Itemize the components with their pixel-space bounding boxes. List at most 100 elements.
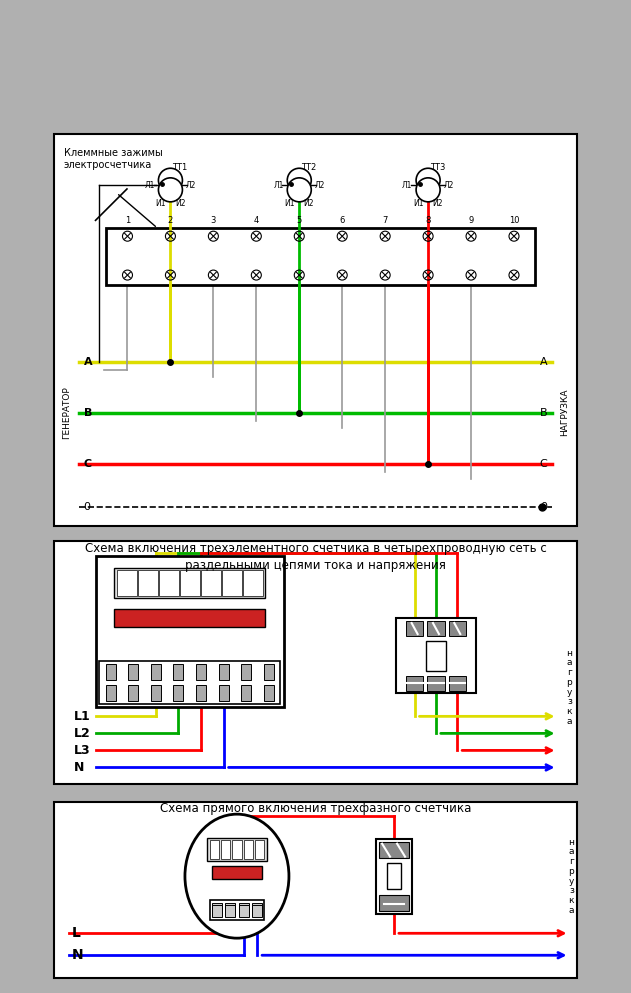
Text: И2: И2 [175,200,186,209]
Bar [225,903,235,915]
Text: L: L [72,926,81,940]
Bar [174,684,184,701]
Text: L1: L1 [74,710,90,723]
Text: Л1: Л1 [144,181,155,190]
Bar [221,570,242,596]
Bar [427,676,445,691]
Bar [252,903,262,915]
Bar [239,903,249,915]
Bar [106,228,536,285]
Bar [449,621,466,637]
Bar [212,866,262,879]
Bar [264,684,274,701]
Text: 0: 0 [84,501,91,511]
Circle shape [287,178,311,202]
Bar [151,684,161,701]
Text: Клеммные зажимы
электросчетчика: Клеммные зажимы электросчетчика [64,148,162,170]
Bar [138,570,158,596]
Bar [128,684,138,701]
Bar [232,840,242,859]
Bar [114,609,265,627]
Text: И1: И1 [413,200,424,209]
Bar [406,676,423,691]
Text: НАГРУЗКА: НАГРУЗКА [560,389,569,436]
Bar [151,664,161,680]
Bar [211,905,221,917]
Bar [379,895,409,912]
Text: Схема включения трехэлементного счетчика в четырехпроводную сеть с
раздельными ц: Схема включения трехэлементного счетчика… [85,542,546,572]
Text: Л1: Л1 [273,181,284,190]
Text: А: А [84,356,92,366]
Bar [117,570,137,596]
Bar [396,618,476,693]
Bar [114,568,265,598]
Circle shape [158,168,182,193]
Bar [210,900,264,920]
Bar [209,840,219,859]
Bar [128,664,138,680]
Bar [201,570,221,596]
Bar [221,840,230,859]
Bar [387,863,401,889]
Circle shape [158,178,182,202]
Bar [219,664,229,680]
Bar [159,570,179,596]
Text: И1: И1 [156,200,166,209]
Bar [95,556,284,707]
Text: Схема прямого включения трехфазного счетчика: Схема прямого включения трехфазного счет… [160,802,471,815]
Text: 7: 7 [382,216,388,225]
Text: ГЕНЕРАТОР: ГЕНЕРАТОР [62,386,71,439]
Text: Л2: Л2 [186,181,196,190]
Bar [243,570,262,596]
Bar [252,905,262,917]
Text: N: N [74,761,84,774]
Text: С: С [540,459,547,469]
Bar [207,838,267,861]
Bar [105,664,115,680]
Bar [406,621,423,637]
Bar [219,684,229,701]
Text: 9: 9 [468,216,474,225]
Text: И1: И1 [285,200,295,209]
Text: 5: 5 [297,216,302,225]
Bar [54,802,577,978]
Text: В: В [540,407,547,417]
Text: L3: L3 [74,744,90,757]
Text: н
а
г
р
у
з
к
а: н а г р у з к а [567,648,572,726]
Text: А: А [540,356,547,366]
Bar [196,684,206,701]
Bar [242,684,251,701]
Text: 4: 4 [254,216,259,225]
Bar [105,684,115,701]
Bar [211,903,221,915]
Text: 10: 10 [509,216,519,225]
Circle shape [416,178,440,202]
Text: н
а
г
р
у
з
к
а: н а г р у з к а [569,838,574,915]
Text: L2: L2 [74,727,90,740]
Text: 3: 3 [211,216,216,225]
Text: ТТ3: ТТ3 [430,163,445,172]
Text: Л2: Л2 [315,181,325,190]
Text: 1: 1 [125,216,130,225]
Bar [426,640,446,670]
Bar [244,840,253,859]
Text: С: С [84,459,91,469]
Circle shape [416,168,440,193]
Bar [225,905,235,917]
Bar [242,664,251,680]
Text: ТТ2: ТТ2 [301,163,317,172]
Ellipse shape [185,814,289,938]
Text: И2: И2 [304,200,314,209]
Bar [376,839,412,914]
Bar [379,842,409,858]
Bar [174,664,184,680]
Text: 2: 2 [168,216,173,225]
Bar [449,676,466,691]
Bar [196,664,206,680]
Bar [427,621,445,637]
Text: ТТ1: ТТ1 [172,163,187,172]
Bar [180,570,200,596]
Text: В: В [84,407,92,417]
Text: 0: 0 [540,501,547,511]
Bar [54,541,577,784]
